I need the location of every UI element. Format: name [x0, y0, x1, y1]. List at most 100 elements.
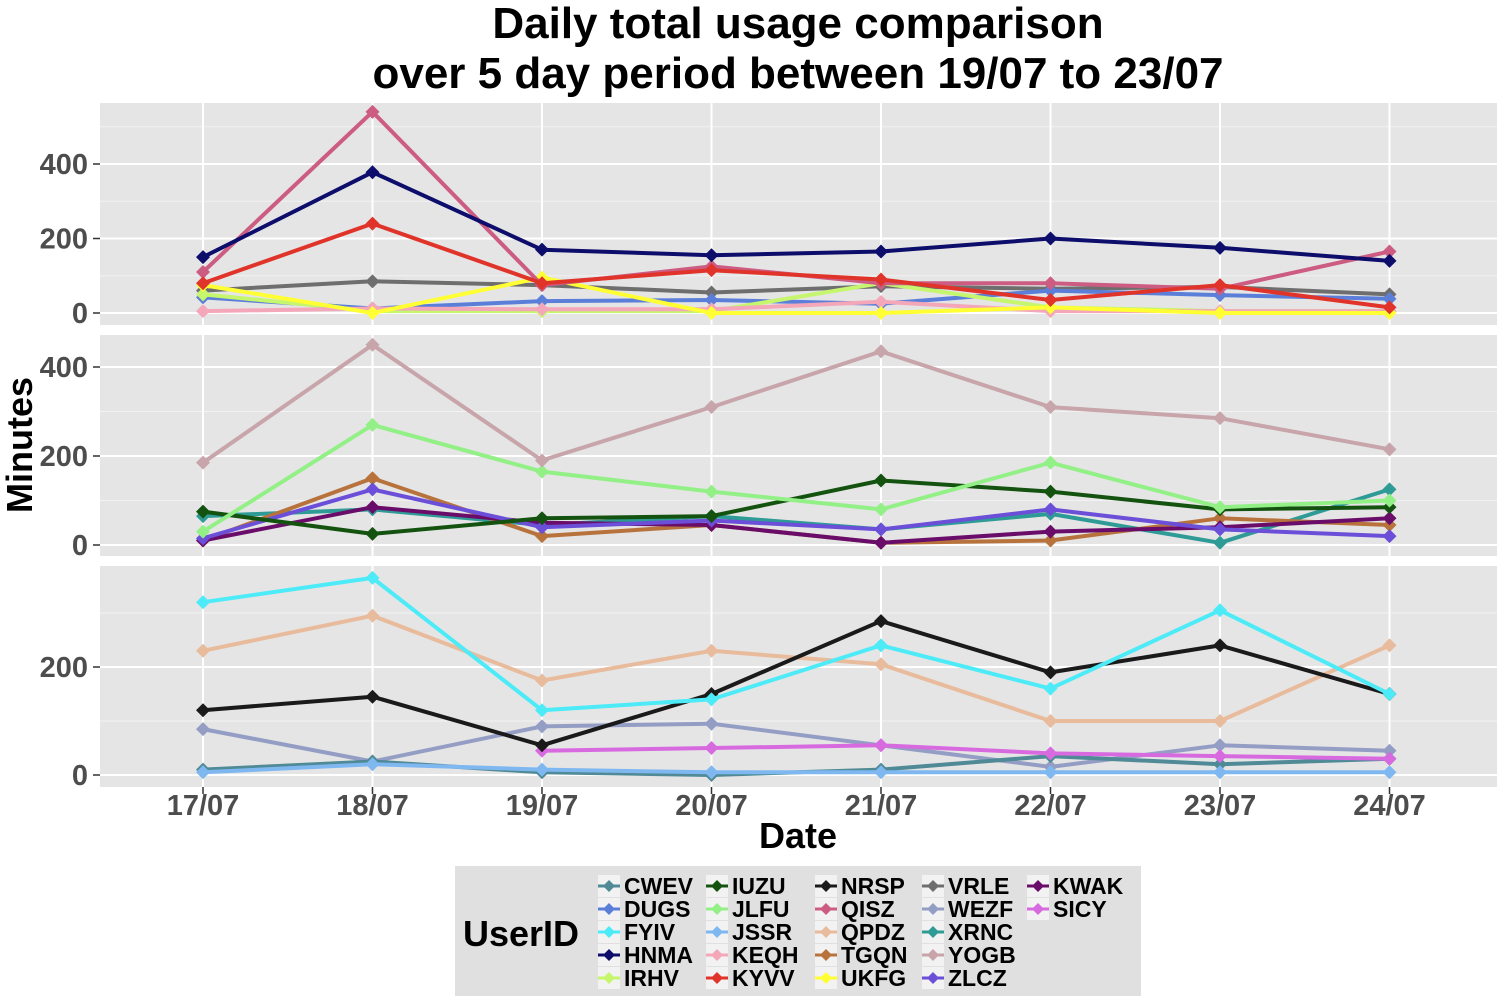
data-point-hnma-6: [1043, 231, 1058, 246]
legend-label: DUGS: [624, 896, 690, 922]
data-point-sicy-5: [874, 738, 888, 753]
legend-item-wezf: WEZF: [922, 896, 1013, 922]
series-line-kyvv: [202, 221, 1390, 310]
data-point-yogb-5: [874, 344, 888, 359]
data-point-wezf-3: [535, 719, 549, 734]
series-line-fyiv: [202, 575, 1391, 713]
series-jssr: [196, 757, 1397, 780]
data-point-qpdz-2: [365, 608, 380, 623]
legend-label: KWAK: [1053, 873, 1124, 899]
x-tick-label: 23/07: [1184, 790, 1257, 822]
data-point-nrsp-2: [365, 689, 380, 704]
data-point-ukfg-6: [1043, 300, 1058, 315]
legend-label: IUZU: [732, 873, 786, 899]
series-line-ukfg: [202, 275, 1390, 315]
legend-item-kyvv: KYVV: [706, 965, 795, 991]
data-point-jlfu-5: [874, 502, 888, 517]
data-point-ukfg-2: [365, 306, 380, 320]
data-point-kyvv-7: [1213, 278, 1227, 293]
series-hnma: [196, 165, 1397, 268]
data-point-kwak-5: [874, 535, 888, 550]
data-point-tgqn-2: [365, 471, 380, 486]
legend-item-irhv: IRHV: [598, 965, 680, 991]
data-point-zlcz-6: [1043, 502, 1058, 517]
legend-item-zlcz: ZLCZ: [922, 965, 1007, 991]
data-point-jssr-7: [1213, 765, 1227, 780]
data-point-nrsp-7: [1213, 638, 1227, 653]
legend-item-qpdz: QPDZ: [815, 919, 905, 945]
legend-item-jssr: JSSR: [706, 919, 792, 945]
data-point-qisz-8: [1382, 244, 1397, 259]
data-point-wezf-8: [1382, 743, 1397, 758]
legend-key-marker: [820, 972, 832, 984]
legend-label: WEZF: [948, 896, 1013, 922]
y-tick-label: 0: [72, 530, 88, 562]
data-point-fyiv-3: [535, 703, 549, 718]
x-tick-label: 18/07: [336, 790, 409, 822]
legend-label: SICY: [1053, 896, 1107, 922]
data-point-kyvv-6: [1043, 292, 1058, 307]
legend-key-marker: [711, 972, 723, 984]
data-point-zlcz-3: [535, 520, 549, 535]
x-tick-label: 17/07: [167, 790, 240, 822]
data-point-tgqn-6: [1043, 533, 1058, 548]
data-point-jlfu-8: [1382, 493, 1397, 508]
legend-label: ZLCZ: [948, 965, 1007, 991]
data-point-qpdz-1: [196, 643, 210, 658]
data-point-sicy-6: [1043, 746, 1058, 761]
legend-label: KEQH: [732, 942, 798, 968]
legend-item-fyiv: FYIV: [598, 919, 676, 945]
legend-key-marker: [927, 926, 939, 938]
series-line-iuzu: [202, 478, 1390, 536]
data-point-ukfg-7: [1213, 306, 1227, 320]
legend-item-vrle: VRLE: [922, 873, 1009, 899]
data-point-nrsp-1: [196, 703, 210, 718]
data-point-qisz-2: [365, 104, 380, 119]
data-point-jssr-3: [535, 762, 549, 777]
legend: UserID CWEVDUGSFYIVHNMAIRHVIUZUJLFUJSSRK…: [455, 866, 1141, 996]
x-axis-title: Date: [759, 815, 837, 856]
chart-panels: 0 200 400 0 200 400 0 200: [40, 103, 1497, 792]
legend-item-ukfg: UKFG: [815, 965, 906, 991]
legend-item-yogb: YOGB: [922, 942, 1016, 968]
legend-label: KYVV: [732, 965, 795, 991]
legend-label: NRSP: [841, 873, 905, 899]
data-point-jlfu-1: [196, 524, 210, 539]
legend-key-marker: [927, 949, 939, 961]
data-point-hnma-7: [1213, 240, 1227, 255]
data-point-nrsp-3: [535, 738, 549, 753]
data-point-wezf-7: [1213, 738, 1227, 753]
legend-key-marker: [927, 903, 939, 915]
series-jlfu: [196, 417, 1397, 539]
data-point-iuzu-5: [874, 473, 888, 488]
data-point-qisz-6: [1043, 276, 1058, 291]
legend-label: IRHV: [624, 965, 680, 991]
data-point-iuzu-2: [365, 526, 380, 541]
legend-label: CWEV: [624, 873, 694, 899]
x-tick-label: 20/07: [675, 790, 748, 822]
data-point-dugs-6: [1043, 283, 1058, 298]
legend-label: JLFU: [732, 896, 790, 922]
legend-key-marker: [820, 949, 832, 961]
y-tick-label: 0: [72, 760, 88, 792]
data-point-kwak-6: [1043, 524, 1058, 539]
legend-key-marker: [603, 903, 615, 915]
legend-item-dugs: DUGS: [598, 896, 690, 922]
data-point-yogb-4: [704, 400, 719, 415]
data-point-kwak-2: [365, 500, 380, 515]
x-axis: 17/07 18/07 19/07 20/07 21/07 22/07 23/07 24/07: [167, 787, 1426, 822]
data-point-hnma-8: [1382, 253, 1397, 268]
legend-key-marker: [711, 903, 723, 915]
series-line-wezf: [202, 721, 1390, 769]
chart-title-line-1: Daily total usage comparison: [492, 0, 1103, 48]
data-point-fyiv-1: [196, 595, 210, 610]
legend-item-jlfu: JLFU: [706, 896, 790, 922]
y-tick-label: 200: [40, 441, 88, 473]
legend-item-iuzu: IUZU: [706, 873, 786, 899]
data-point-kwak-8: [1382, 511, 1397, 526]
legend-label: QISZ: [841, 896, 895, 922]
panel-background: [100, 566, 1497, 787]
data-point-cwev-7: [1213, 757, 1227, 772]
